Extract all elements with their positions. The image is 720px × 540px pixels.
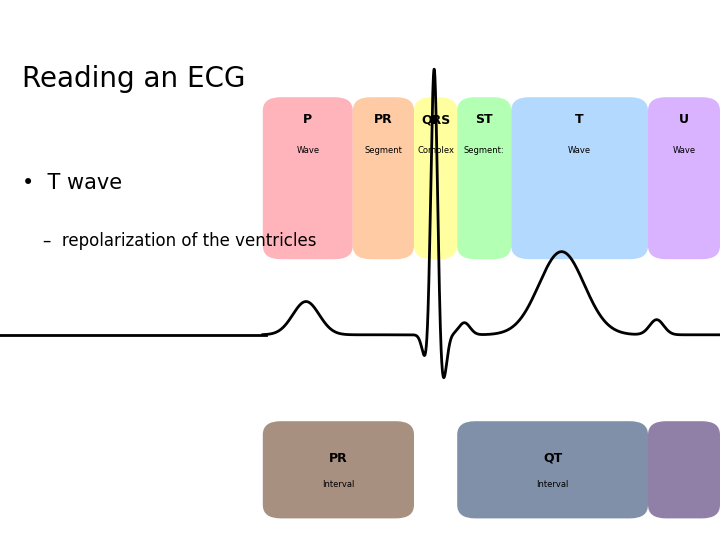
Text: PR: PR: [374, 113, 393, 126]
Text: Wave: Wave: [672, 146, 696, 155]
FancyBboxPatch shape: [648, 97, 720, 259]
FancyBboxPatch shape: [511, 97, 648, 259]
Text: PR: PR: [329, 451, 348, 464]
Text: P: P: [303, 113, 312, 126]
FancyBboxPatch shape: [263, 421, 414, 518]
FancyBboxPatch shape: [457, 421, 648, 518]
Text: ST: ST: [475, 113, 493, 126]
Text: QT: QT: [543, 451, 562, 464]
FancyBboxPatch shape: [648, 421, 720, 518]
FancyBboxPatch shape: [353, 97, 414, 259]
Text: •  T wave: • T wave: [22, 173, 122, 193]
Text: Wave: Wave: [296, 146, 320, 155]
Text: U: U: [679, 113, 689, 126]
Text: Segment:: Segment:: [464, 146, 505, 155]
Text: T: T: [575, 113, 584, 126]
FancyBboxPatch shape: [414, 97, 457, 259]
Text: Complex: Complex: [417, 146, 454, 155]
Text: Wave: Wave: [568, 146, 591, 155]
Text: Interval: Interval: [536, 480, 569, 489]
FancyBboxPatch shape: [457, 97, 511, 259]
Text: QRS: QRS: [421, 113, 450, 126]
Text: Reading an ECG: Reading an ECG: [22, 65, 245, 93]
Text: Interval: Interval: [323, 480, 354, 489]
Text: Segment: Segment: [364, 146, 402, 155]
Text: –  repolarization of the ventricles: – repolarization of the ventricles: [43, 232, 317, 250]
FancyBboxPatch shape: [263, 97, 353, 259]
